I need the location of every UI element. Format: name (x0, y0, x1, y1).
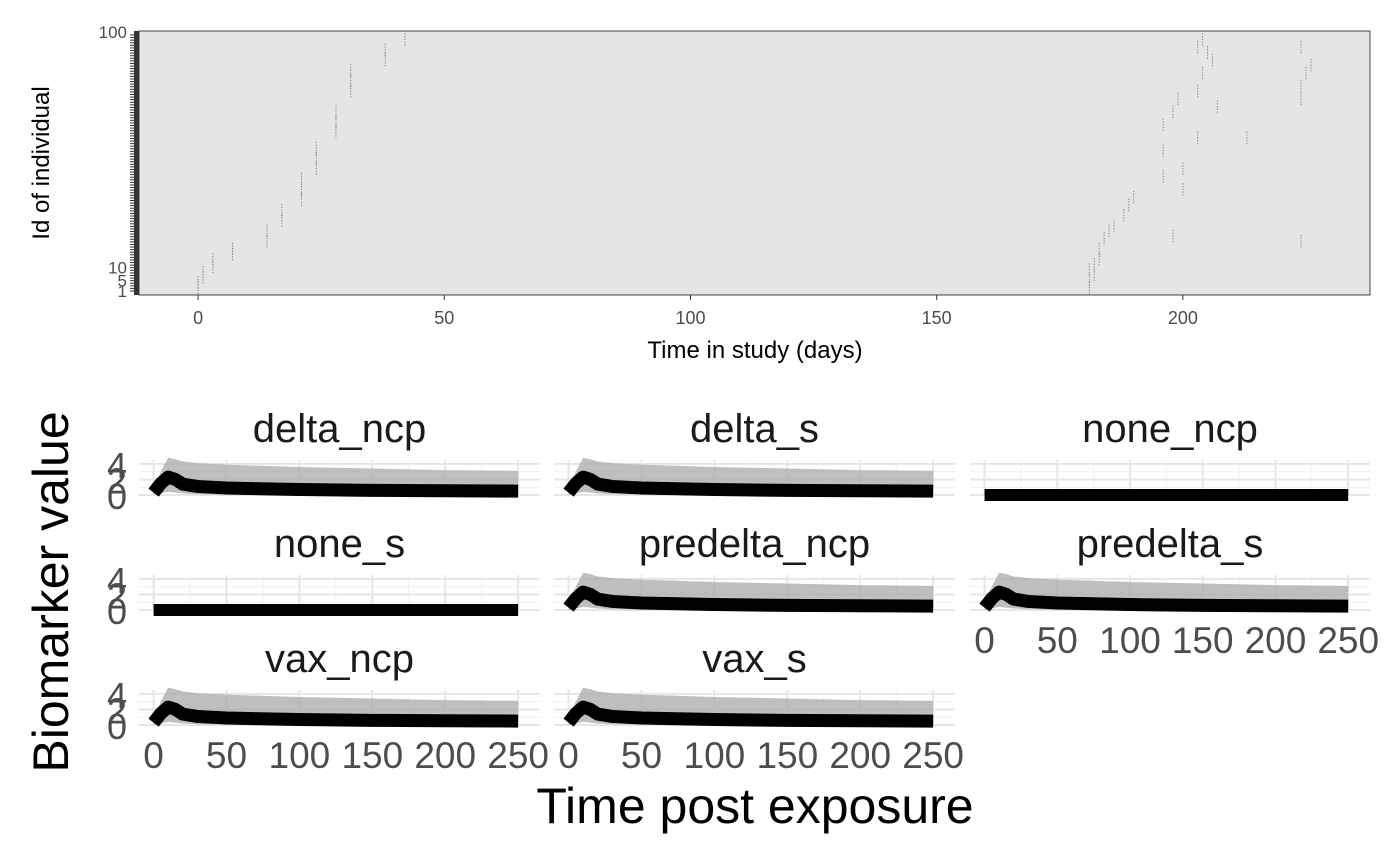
median-line (148, 700, 519, 728)
y-tick-label: 1 (118, 282, 127, 301)
facet-label: vax_s (702, 637, 807, 681)
timeline-panel-background (138, 30, 1371, 296)
x-tick-label: 50 (206, 735, 247, 776)
facet-panel: delta_s (554, 407, 955, 498)
y-tick-label: 2 (107, 690, 127, 731)
x-tick-label: 250 (902, 735, 964, 776)
x-tick-label: 0 (143, 735, 164, 776)
facet-panel: vax_s (554, 637, 955, 728)
facet-label: predelta_s (1077, 522, 1264, 566)
y-tick-label: 5 (118, 272, 127, 291)
median-line (563, 585, 934, 613)
timeline-y-tick-strip (130, 31, 139, 295)
median-line (563, 700, 934, 728)
facet-label: delta_ncp (253, 407, 426, 451)
y-tick-label: 2 (107, 460, 127, 501)
y-tick-label: 10 (108, 259, 127, 278)
facet-label: vax_ncp (265, 637, 414, 681)
facet-panel: delta_ncp 024 (107, 407, 540, 517)
y-tick-label: 4 (107, 560, 127, 601)
timeline-points-group (197, 33, 1312, 296)
median-line (148, 470, 519, 498)
facet-label: predelta_ncp (639, 522, 870, 566)
x-tick-label: 200 (414, 735, 476, 776)
facet-panel: none_s 024 (107, 522, 540, 632)
facet-panel: predelta_s (970, 522, 1370, 613)
x-tick-label: 200 (1245, 620, 1307, 661)
y-tick-strip (134, 31, 139, 295)
x-tick-label: 100 (269, 735, 331, 776)
x-tick-label: 0 (974, 620, 995, 661)
x-tick-label: 150 (922, 308, 952, 328)
timeline-x-axis: 0 50 100 150 200 (193, 295, 1198, 328)
x-tick-label: 0 (193, 308, 203, 328)
x-tick-label: 50 (1037, 620, 1078, 661)
x-tick-label: 100 (675, 308, 705, 328)
x-tick-label: 200 (829, 735, 891, 776)
biomarker-y-axis-label: Biomarker value (23, 411, 79, 772)
median-line (563, 470, 934, 498)
x-tick-label: 150 (756, 735, 818, 776)
timeline-x-axis-label: Time in study (days) (647, 337, 862, 364)
y-tick-label: 0 (107, 591, 127, 632)
y-tick-label: 100 (99, 23, 127, 42)
x-tick-label: 50 (621, 735, 662, 776)
biomarker-x-axis-label: Time post exposure (536, 778, 973, 834)
facet-panel: predelta_ncp (554, 522, 955, 613)
facet-label: none_s (274, 522, 405, 566)
y-tick-label: 0 (107, 706, 127, 747)
x-tick-label: 50 (434, 308, 454, 328)
x-tick-label: 100 (684, 735, 746, 776)
facet-panel: none_ncp (970, 407, 1370, 501)
x-tick-label: 250 (487, 735, 549, 776)
y-tick-label: 0 (107, 476, 127, 517)
x-tick-label: 0 (558, 735, 579, 776)
timeline-y-axis-label: Id of individual (28, 86, 55, 239)
y-tick-label: 4 (107, 445, 127, 486)
facet-label: delta_s (690, 407, 819, 451)
facet-panel: vax_ncp 024 (107, 637, 540, 747)
x-tick-label: 200 (1168, 308, 1198, 328)
median-line (979, 585, 1349, 613)
x-tick-label: 150 (1172, 620, 1234, 661)
x-tick-label: 250 (1317, 620, 1379, 661)
y-tick-label: 2 (107, 575, 127, 616)
y-tick-label: 4 (107, 675, 127, 716)
x-tick-label: 100 (1099, 620, 1161, 661)
facet-label: none_ncp (1082, 407, 1258, 451)
x-tick-label: 150 (341, 735, 403, 776)
